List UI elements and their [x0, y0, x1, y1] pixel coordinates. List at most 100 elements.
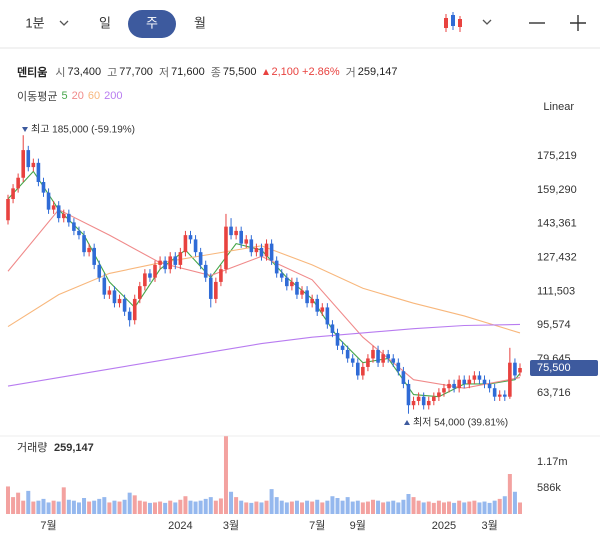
candle-body: [502, 394, 507, 397]
candle-body: [117, 298, 122, 304]
volume-bar: [26, 490, 31, 514]
open-value: 73,400: [67, 66, 102, 78]
candle-body: [41, 181, 46, 193]
low-annotation: 최저 54,000 (39.81%): [413, 417, 508, 429]
interval-button[interactable]: 월: [194, 15, 206, 30]
legend-entry: 200: [104, 90, 123, 102]
legend-title: 이동평균: [17, 91, 58, 103]
volume-bar: [457, 500, 462, 514]
interval-button[interactable]: 1분: [25, 15, 44, 30]
y-tick-label: 127,432: [537, 252, 577, 264]
candle-body: [492, 388, 497, 397]
candle-body: [234, 230, 238, 236]
candle-body: [279, 273, 284, 278]
chart-type-dropdown[interactable]: [482, 19, 492, 25]
volume-bar: [153, 502, 158, 514]
close-value: 75,500: [222, 66, 257, 78]
ma-legend: 이동평균 5 20 60 200: [17, 88, 126, 104]
candle-body: [107, 290, 112, 295]
candle-body: [310, 298, 314, 304]
volume-bar: [117, 501, 122, 514]
candle-body: [67, 213, 71, 223]
y-tick-label: 175,219: [537, 150, 577, 162]
candle-body: [497, 394, 502, 397]
volume-bar: [249, 502, 254, 514]
volume-bar: [244, 502, 249, 514]
volume-bar: [365, 501, 370, 514]
volume-bar: [264, 500, 269, 514]
volume-bar: [46, 502, 51, 514]
volume-tick-label: 586k: [537, 482, 561, 494]
volume-bar: [127, 492, 132, 514]
candle-body: [183, 235, 188, 253]
candle-body: [376, 349, 380, 363]
volume-bar: [502, 496, 507, 514]
candle-body: [416, 396, 421, 401]
candle-body: [112, 290, 117, 304]
candle-body: [87, 247, 91, 253]
moving-average: [7, 245, 521, 334]
volume-bar: [497, 498, 502, 514]
volume-bar: [492, 500, 497, 514]
volume-bar: [467, 501, 472, 514]
volume-bar: [208, 497, 213, 514]
scale-mode[interactable]: Linear: [543, 101, 574, 113]
chart-type-button[interactable]: [444, 12, 462, 32]
volume-bar: [350, 501, 355, 514]
volume-bar: [198, 500, 203, 514]
volume-bar: [426, 501, 431, 514]
candle-body: [132, 298, 137, 321]
selected-pill: [128, 10, 176, 38]
volume-bar: [193, 501, 198, 514]
interval-dropdown[interactable]: [59, 20, 69, 26]
volume-bar: [376, 500, 381, 514]
volume-bar: [279, 500, 284, 514]
candle-body: [487, 383, 492, 389]
candle-body: [269, 243, 274, 261]
candle-body: [340, 345, 345, 350]
volume-bar: [310, 501, 315, 514]
x-tick-label: 3월: [481, 519, 497, 532]
high-annotation: 최고 185,000 (-59.19%): [31, 124, 135, 136]
volume-bar: [132, 495, 137, 514]
low-value: 71,600: [171, 66, 205, 78]
candle-body: [143, 273, 147, 287]
interval-button[interactable]: 주: [146, 15, 158, 30]
volume-bar: [396, 502, 401, 514]
low-marker: [404, 420, 410, 425]
volume-bar: [289, 501, 294, 514]
change: 2,100: [271, 66, 300, 78]
candle-body: [51, 205, 56, 210]
volume-bar: [421, 502, 426, 514]
volume-bar: [71, 500, 76, 514]
volume-bar: [477, 502, 482, 514]
volume-bar: [163, 502, 168, 514]
volume-bar: [6, 486, 10, 514]
volume-bar: [178, 499, 183, 514]
volume-title: 거래량: [17, 441, 47, 454]
candle-body: [31, 162, 36, 168]
candle-body: [178, 252, 183, 265]
volume-bar: [381, 502, 386, 514]
candle-body: [305, 290, 309, 304]
volume-bar: [254, 501, 259, 514]
volume-bar: [431, 502, 436, 514]
volume-bar: [213, 500, 218, 514]
zoom-in[interactable]: [570, 15, 586, 31]
volume-bar: [284, 502, 289, 514]
volume-bar: [360, 502, 365, 514]
candle-body: [442, 388, 446, 393]
candle-body: [11, 188, 15, 199]
candle-body: [426, 400, 431, 406]
candle-body: [214, 281, 218, 299]
volume-bar: [401, 499, 406, 514]
volume-bar: [234, 497, 239, 514]
volume-bar: [142, 501, 147, 514]
volume-bar: [51, 500, 56, 514]
legend-entry: 20: [71, 90, 84, 102]
volume-bar: [31, 501, 36, 514]
close-label: 종: [210, 67, 221, 79]
interval-button[interactable]: 일: [99, 15, 111, 30]
candle-body: [163, 260, 167, 270]
